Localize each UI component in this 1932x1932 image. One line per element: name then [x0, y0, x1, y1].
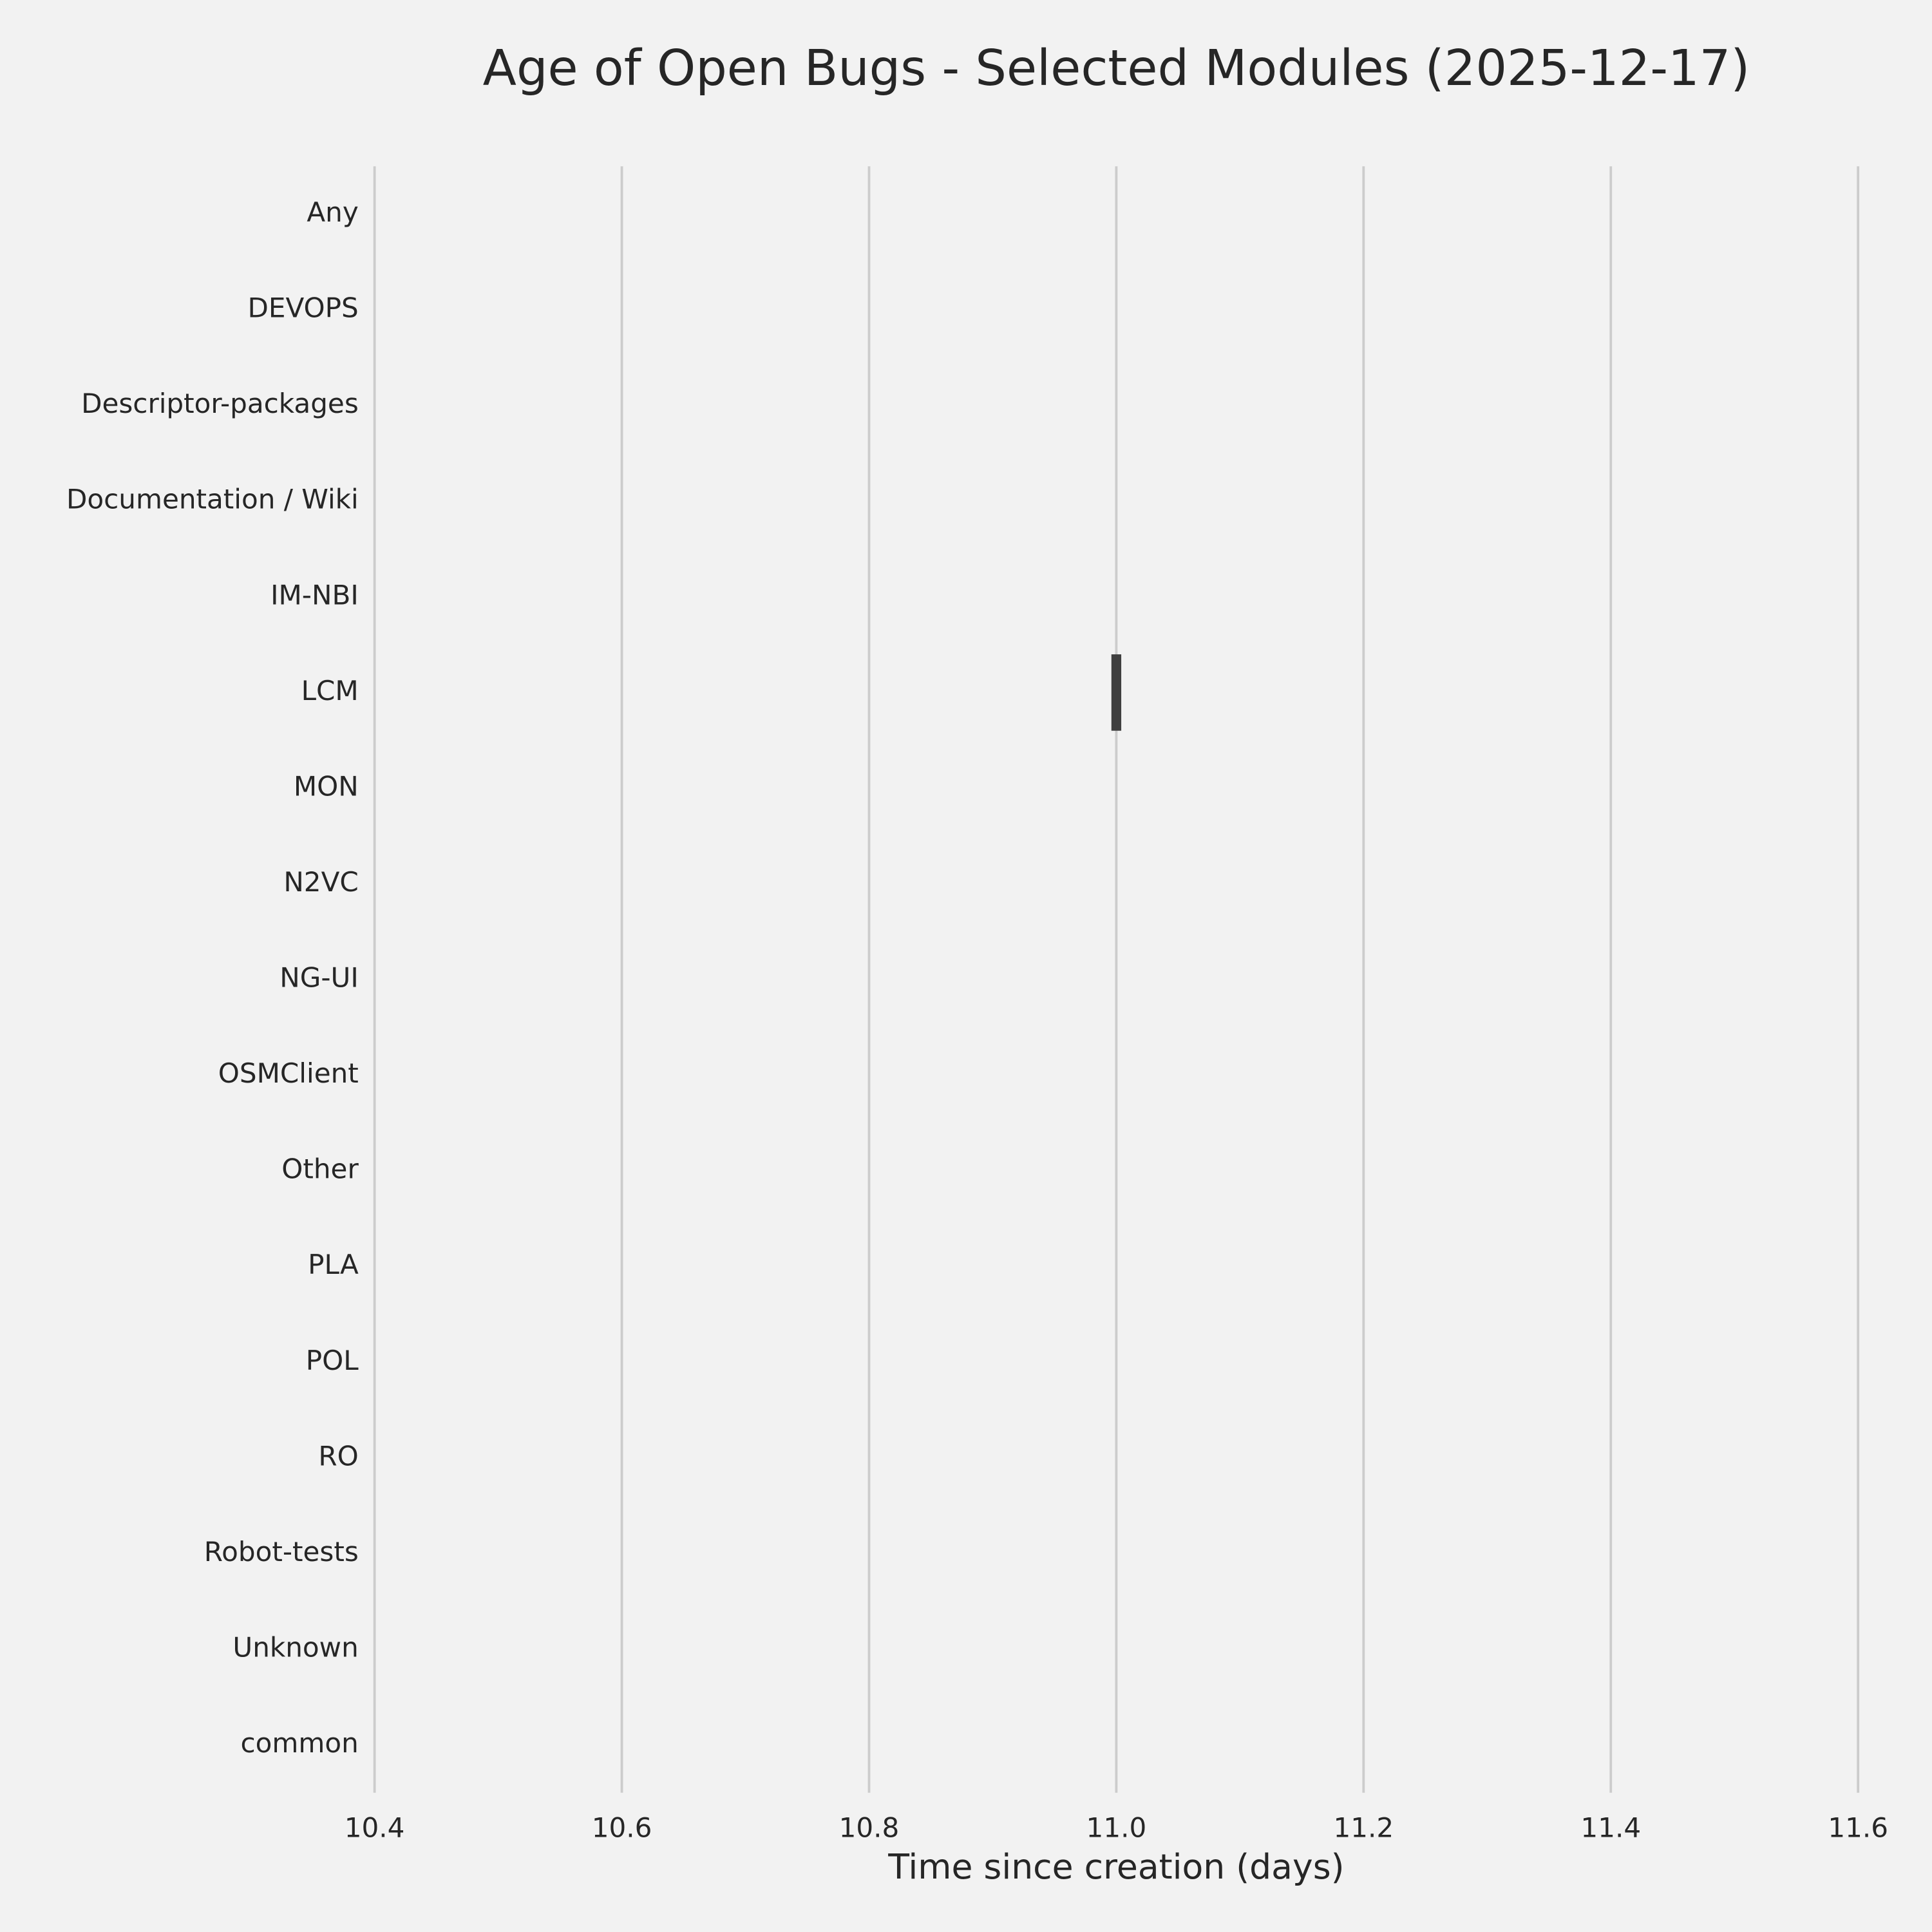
- y-tick-label: NG-UI: [279, 962, 358, 994]
- x-tick-label: 10.8: [839, 1812, 900, 1844]
- x-tick-label: 11.2: [1333, 1812, 1394, 1844]
- box: [1111, 654, 1122, 731]
- y-tick-label: Descriptor-packages: [81, 388, 359, 419]
- x-tick-label: 10.6: [592, 1812, 652, 1844]
- x-tick-label: 11.4: [1580, 1812, 1641, 1844]
- y-tick-label: Documentation / Wiki: [66, 484, 359, 515]
- y-tick-label: Other: [281, 1153, 359, 1185]
- y-tick-label: MON: [294, 770, 359, 802]
- y-tick-label: RO: [318, 1440, 358, 1472]
- y-tick-label: DEVOPS: [248, 292, 359, 324]
- x-axis-label: Time since creation (days): [887, 1846, 1344, 1887]
- x-tick-label: 11.0: [1086, 1812, 1147, 1844]
- y-tick-label: N2VC: [283, 866, 358, 898]
- y-tick-label: Any: [307, 196, 358, 228]
- chart-title: Age of Open Bugs - Selected Modules (202…: [483, 40, 1750, 97]
- y-tick-label: PLA: [308, 1249, 359, 1280]
- y-tick-label: LCM: [301, 675, 359, 706]
- y-tick-label: IM-NBI: [270, 579, 359, 611]
- x-tick-label: 10.4: [345, 1812, 405, 1844]
- y-tick-label: common: [240, 1727, 358, 1759]
- x-tick-label: 11.6: [1828, 1812, 1888, 1844]
- y-tick-label: Unknown: [232, 1631, 358, 1663]
- y-tick-label: POL: [306, 1345, 359, 1376]
- y-tick-label: OSMClient: [218, 1057, 359, 1089]
- y-tick-label: Robot-tests: [204, 1536, 359, 1567]
